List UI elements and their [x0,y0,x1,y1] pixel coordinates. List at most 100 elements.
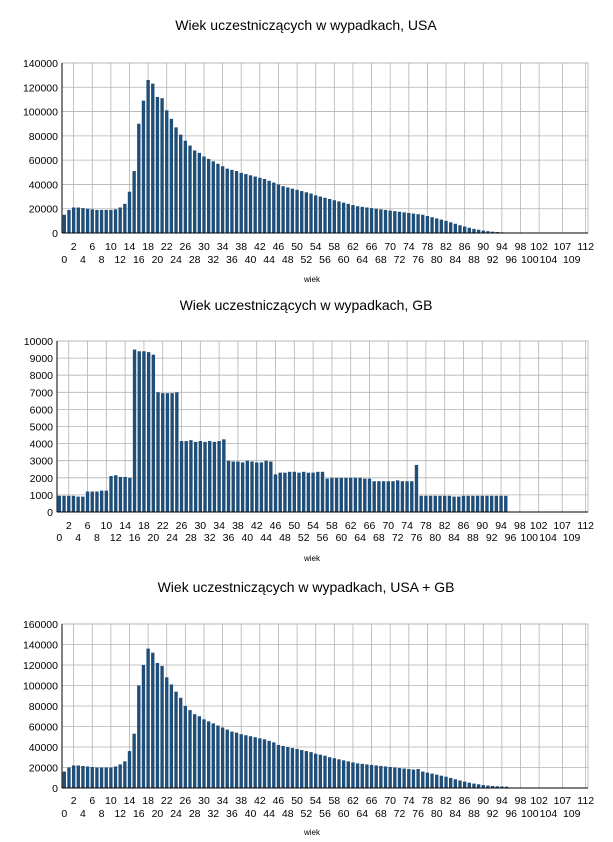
chart-usa-gb-x-tick-label: 90 [477,795,489,807]
chart-usa-gb-bar [309,752,313,788]
chart-gb-x-tick-label: 56 [317,532,329,544]
chart-usa-bar [388,210,392,233]
chart-gb-x-tick-label: 36 [223,532,235,544]
chart-usa-gb-bar [239,734,243,788]
chart-usa-gb-x-tick-label: 112 [577,795,594,807]
chart-gb-x-tick-label: 112 [577,520,594,532]
chart-usa-gb-bar [327,757,332,788]
chart-gb-bar [264,460,268,512]
chart-gb-title: Wiek uczestniczących w wypadkach, GB [180,297,433,313]
chart-usa-gb-bar [262,739,267,788]
chart-usa-x-tick-label: 80 [431,254,443,266]
chart-gb-x-tick-label: 20 [147,532,159,544]
chart-usa-bar [341,202,346,233]
chart-usa-gb-x-tick-label: 8 [99,808,105,820]
chart-usa-bar [309,193,313,233]
chart-usa-bar [393,211,397,233]
chart-usa-bar [486,231,490,233]
chart-gb: Wiek uczestniczących w wypadkach, GB wie… [24,297,594,563]
chart-gb-bar [452,496,456,512]
chart-gb-bar [165,393,170,512]
chart-gb-x-tick-label: 64 [354,532,366,544]
chart-gb-bar [334,477,339,512]
chart-usa-gb-bar [435,774,439,788]
chart-usa-gb-x-tick-label: 80 [431,808,443,820]
chart-usa-y-tick-label: 0 [52,228,58,240]
chart-usa-bar [490,231,495,233]
chart-gb-bar [226,460,231,512]
chart-usa-gb-bar [476,784,481,788]
chart-gb-x-tick-label: 88 [467,532,479,544]
chart-usa-gb-bar [393,767,397,788]
chart-usa-x-tick-label: 30 [198,241,210,253]
chart-usa-bar [411,213,416,233]
chart-usa-x-tick-label: 6 [89,241,95,253]
chart-gb-bar [193,441,198,512]
chart-gb-bar [499,495,503,512]
chart-gb-bar [292,471,296,512]
chart-usa-gb-x-tick-label: 96 [505,808,517,820]
chart-gb-bar [480,495,484,512]
chart-gb-x-tick-label: 32 [204,532,216,544]
chart-gb-x-tick-label: 102 [530,520,548,532]
chart-usa-x-tick-label: 102 [530,241,548,253]
chart-usa-gb-bar [467,782,471,788]
chart-gb-bar [344,477,348,512]
chart-usa-bar [295,189,299,233]
chart-gb-x-tick-label: 109 [563,532,581,544]
chart-usa-gb-bar [388,766,392,788]
chart-usa-gb-bar [295,749,299,788]
chart-usa-x-tick-label: 16 [133,254,145,266]
chart-gb-bar [424,495,428,512]
chart-gb-x-tick-label: 76 [411,532,423,544]
chart-gb-bar [391,481,395,512]
chart-usa-gb-bar [95,767,99,788]
chart-gb-x-tick-label: 78 [420,520,432,532]
chart-usa-x-tick-label: 96 [505,254,517,266]
chart-gb-bar [287,471,292,512]
chart-usa-gb-x-tick-label: 82 [440,795,452,807]
chart-usa-gb-bar [439,775,444,788]
chart-usa-bar [118,207,122,233]
chart-gb-bar [222,439,226,512]
chart-gb-bar [471,495,475,512]
chart-usa-x-tick-label: 22 [161,241,173,253]
chart-gb-bar [381,481,386,512]
chart-gb-bar [104,490,109,512]
chart-gb-bar [419,495,423,512]
chart-usa-x-tick-label: 12 [114,254,126,266]
chart-gb-bar [142,351,146,512]
chart-usa-gb-bar [323,755,327,788]
chart-gb-x-tick-label: 18 [138,520,150,532]
chart-usa-x-tick-label: 60 [338,254,350,266]
chart-usa-x-tick-label: 84 [449,254,461,266]
chart-usa-gb-x-tick-label: 54 [310,795,322,807]
chart-usa-gb-bar [421,771,425,788]
chart-usa-gb-bar [318,754,323,788]
chart-usa-gb-bar [444,776,448,788]
chart-usa-xlabel: wiek [303,275,321,284]
chart-usa-x-tick-label: 54 [310,241,322,253]
chart-usa-x-tick-label: 58 [328,241,340,253]
chart-usa-gb-bar [281,745,285,788]
chart-usa-gb-x-tick-label: 78 [422,795,434,807]
chart-usa-gb-bar [216,725,220,788]
chart-usa-gb-bar [137,685,141,788]
chart-usa-bar [67,209,71,233]
chart-usa-x-tick-label: 107 [554,241,572,253]
chart-usa-bar [244,174,248,233]
chart-gb-x-tick-label: 0 [56,532,62,544]
chart-usa-bar [90,209,94,233]
chart-usa-bar [169,118,174,233]
chart-gb-x-tick-label: 44 [260,532,272,544]
chart-usa-gb-bar [486,785,490,788]
chart-usa-gb-title: Wiek uczestniczących w wypadkach, USA + … [158,579,455,595]
chart-usa-bar [258,177,262,233]
chart-usa-gb-x-tick-label: 26 [180,795,192,807]
chart-gb-bar [62,495,66,512]
chart-gb-bar [212,441,217,512]
chart-usa-gb-bar [458,780,462,788]
chart-gb-bar [250,461,254,512]
chart-gb-x-tick-label: 8 [94,532,100,544]
chart-usa-bar [290,188,295,233]
